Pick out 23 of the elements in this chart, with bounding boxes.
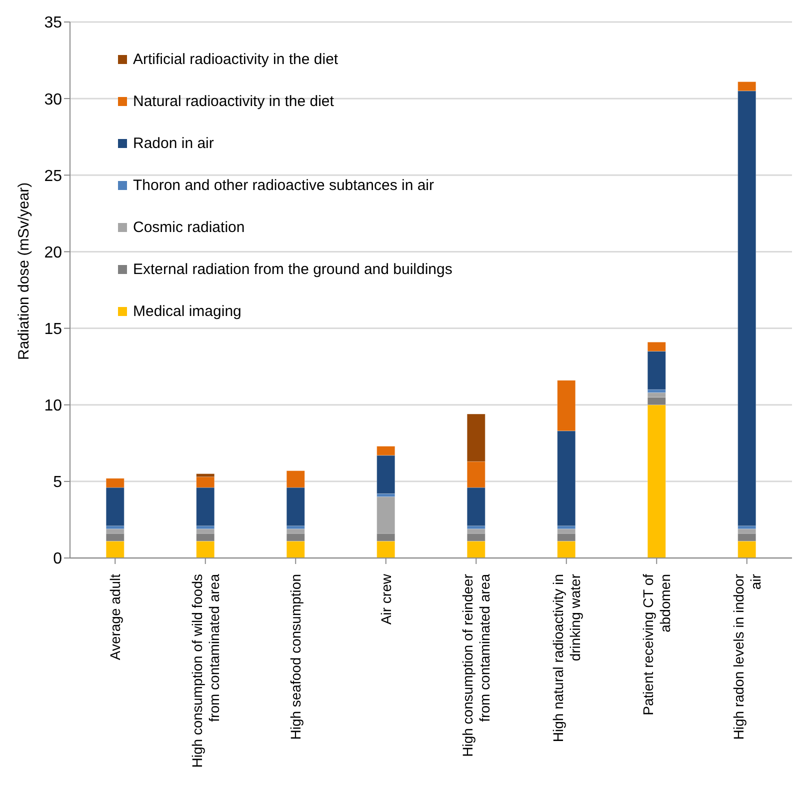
legend-label: Radon in air [133, 134, 214, 152]
x-tick-label: High seafood consumption [288, 574, 304, 740]
x-tick-label: Air crew [378, 573, 394, 625]
y-axis-title: Radiation dose (mSv/year) [15, 182, 32, 360]
y-tick-label: 35 [44, 14, 62, 32]
y-tick-label: 25 [44, 168, 62, 185]
y-tick-label: 20 [44, 244, 62, 262]
legend-label: Cosmic radiation [133, 218, 245, 236]
x-tick-label: Patient receiving CT of abdomen [640, 574, 674, 716]
x-tick-label: High consumption of reindeer from contaminated area [460, 574, 493, 757]
legend-label: Natural radioactivity in the diet [133, 92, 334, 110]
y-tick-label: 5 [53, 474, 62, 492]
legend-label: External radiation from the ground and buildings [133, 260, 452, 278]
x-tick-label: High radon levels in indoor air [730, 574, 764, 740]
x-tick-label: High consumption of wild foods from contaminated area [188, 574, 222, 768]
y-tick-label: 10 [44, 398, 62, 415]
legend-label: Medical imaging [133, 302, 242, 320]
x-tick-label: Average adult [107, 574, 124, 660]
y-tick-label: 0 [53, 550, 62, 568]
legend-label: Artificial radioactivity in the diet [133, 50, 338, 68]
y-tick-label: 15 [44, 320, 62, 338]
legend-label: Thoron and other radioactive subtances in air [133, 176, 434, 194]
y-tick-label: 30 [44, 91, 62, 108]
